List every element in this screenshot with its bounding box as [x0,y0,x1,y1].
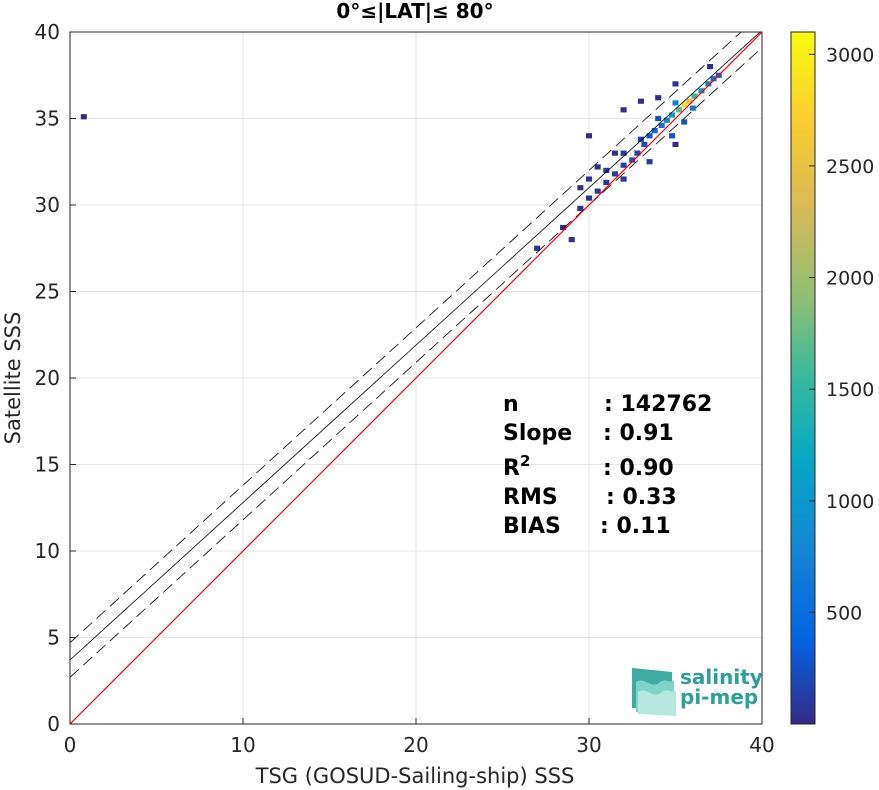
x-tick-label: 40 [749,733,774,757]
density-cell [669,112,676,118]
stats-label: RMS [503,485,558,510]
colorbar-tick-label: 2500 [826,156,874,178]
density-cell [611,171,618,177]
density-cell [620,150,627,156]
density-cell [80,114,87,120]
colorbar-ticks: 500 1000 1500 2000 2500 3000 [809,44,874,624]
density-cell [637,98,644,104]
density-cell [672,141,679,148]
density-cell [611,150,618,156]
colorbar-tick-label: 1500 [826,379,874,401]
regression-bound-line [70,47,762,678]
colorbar-gradient [790,31,816,725]
density-cell [585,133,593,139]
density-cell [641,141,648,148]
logo-line1: salinity [680,665,763,689]
x-axis-label: TSG (GOSUD-Sailing-ship) SSS [255,764,575,788]
y-tick-label: 5 [47,626,60,650]
density-cell [710,76,717,82]
density-cell [655,95,662,101]
density-cell [689,105,696,111]
density-cell [577,205,584,212]
x-tick-label: 0 [64,733,77,757]
density-cell [655,115,662,122]
density-cell [646,133,653,139]
density-cell [691,93,698,99]
density-cell [705,81,712,87]
x-tick-label: 10 [230,733,255,757]
density-cell [681,102,688,108]
density-cell [634,150,641,156]
density-cell [698,88,705,94]
density-cell [651,128,658,134]
density-cell [534,245,541,251]
density-cell [585,176,593,182]
stats-value: : 0.33 [606,485,677,510]
logo-line2: pi-mep [680,685,758,709]
density-cell [675,107,682,113]
density-cell [594,188,601,194]
y-tick-label: 40 [35,20,60,44]
stats-value: : 0.90 [603,456,674,481]
density-cell [568,237,575,243]
density-cell [620,107,627,113]
stats-value: : 0.11 [600,514,671,539]
colorbar-tick-label: 3000 [826,44,874,66]
x-tick-label: 30 [576,733,601,757]
ticks: 0 10 20 30 40 0 5 10 15 20 25 30 35 40 [35,20,775,757]
density-cell [663,117,670,123]
density-cell [672,100,679,106]
density-cell [637,136,644,142]
stats-value: : 0.91 [603,421,674,446]
regression-line [70,32,761,661]
density-cell [577,185,584,191]
density-cell [620,176,627,182]
one-to-one-line [70,32,762,724]
x-tick-label: 20 [403,733,428,757]
stats-label: Slope [503,421,572,446]
density-cell [681,119,688,125]
stats-value: : 142762 [604,392,712,417]
density-cell [629,157,636,163]
stats-label: n [503,392,519,417]
y-tick-label: 0 [47,712,60,736]
density-cell [672,81,679,87]
regression-bound-line [70,32,742,643]
y-tick-label: 25 [35,280,60,304]
density-cell [658,122,665,129]
density-cells [80,64,722,251]
density-cell [585,195,593,201]
density-cell [620,162,627,168]
y-tick-label: 30 [35,193,60,217]
density-cell [669,133,676,139]
y-tick-label: 15 [35,453,60,477]
density-cell [603,179,610,186]
density-cell [560,224,567,231]
colorbar-tick-label: 500 [826,602,862,624]
y-axis-label: Satellite SSS [1,312,25,445]
density-cell [686,98,693,104]
density-cell [603,167,610,173]
y-tick-label: 20 [35,366,60,390]
stats-label: BIAS [503,514,561,539]
density-cell [594,164,601,170]
y-tick-label: 35 [35,107,60,131]
density-cell [707,64,714,70]
wave-logo-icon [632,668,676,716]
colorbar-tick-label: 1000 [826,491,874,513]
colorbar-tick-label: 2000 [826,268,874,290]
chart-title: 0°≤|LAT|≤ 80° [336,0,493,23]
salinity-pimep-logo: salinity pi-mep [632,665,763,716]
density-cell [646,159,653,165]
y-tick-label: 10 [35,539,60,563]
colorbar: 500 1000 1500 2000 2500 3000 [790,31,874,725]
fit-lines [70,32,762,724]
